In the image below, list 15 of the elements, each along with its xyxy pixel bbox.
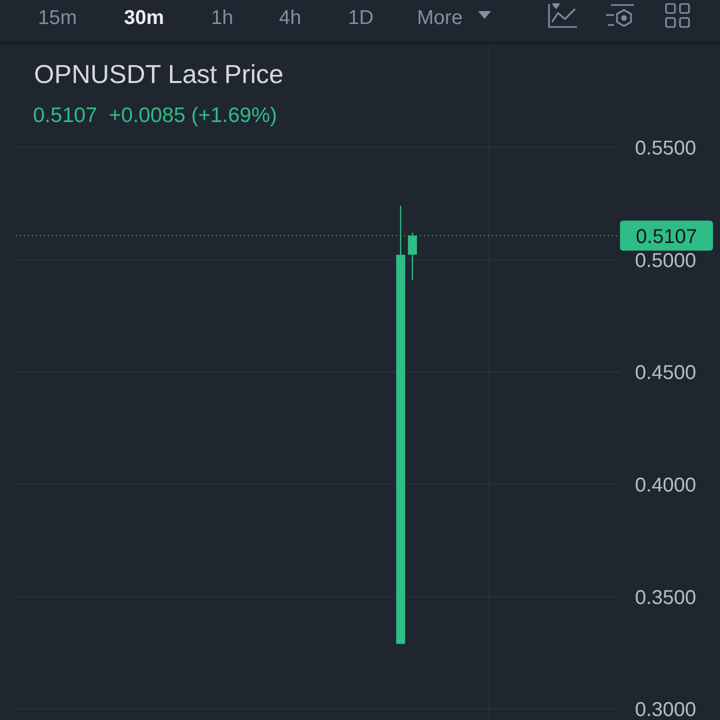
text: 1h bbox=[211, 7, 234, 29]
y-tick-label: 0.4500 bbox=[635, 362, 696, 384]
y-tick-label: 0.3000 bbox=[635, 699, 696, 720]
y-tick-label: 0.5000 bbox=[635, 250, 696, 272]
text: 4h bbox=[279, 7, 302, 29]
y-tick-label: 0.5500 bbox=[635, 138, 696, 160]
text: OPNUSDT Last Price bbox=[34, 59, 284, 89]
text: 15m bbox=[38, 7, 77, 29]
text: More bbox=[417, 7, 463, 29]
y-tick-label: 0.3500 bbox=[635, 586, 696, 609]
ref-line-label: 0.5107 bbox=[636, 226, 698, 248]
text: 30m bbox=[124, 7, 164, 29]
text: 1D bbox=[348, 7, 374, 29]
text: 0.5107 +0.0085 (+1.69%) bbox=[33, 104, 278, 127]
y-tick-label: 0.4000 bbox=[635, 474, 696, 497]
